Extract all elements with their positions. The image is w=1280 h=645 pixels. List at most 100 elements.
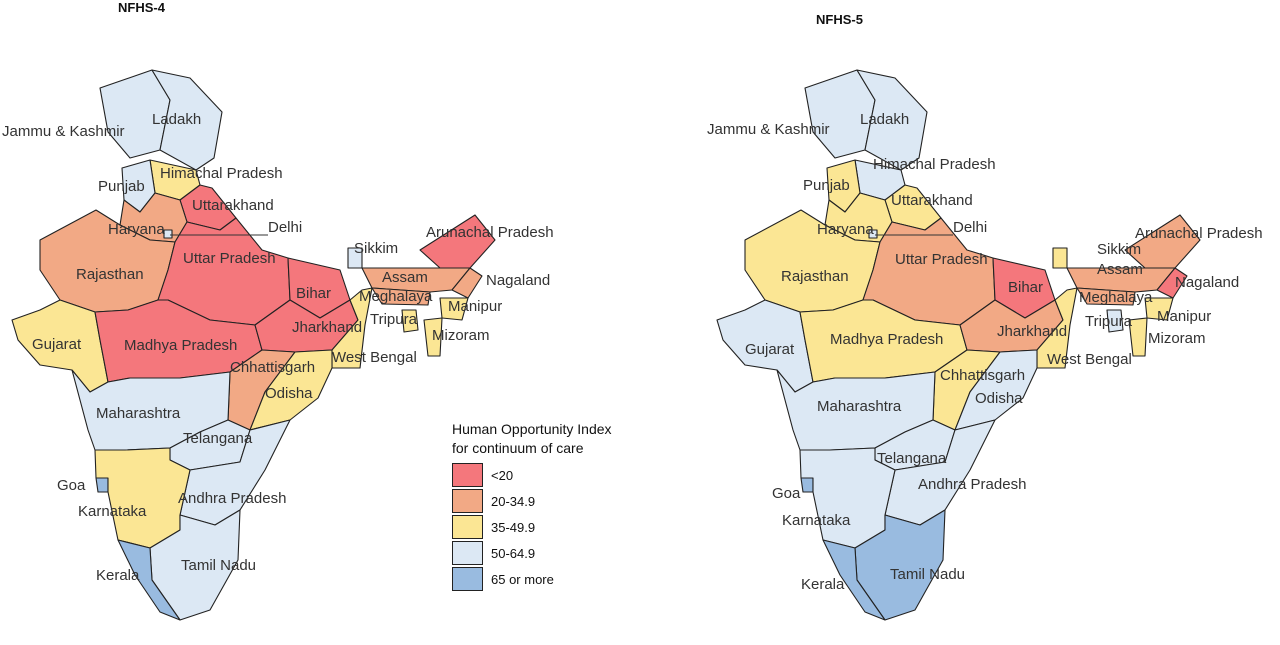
- label-manipur: Manipur: [1157, 308, 1211, 325]
- label-raj: Rajasthan: [76, 266, 144, 283]
- label-karnataka: Karnataka: [78, 503, 147, 520]
- label-punjab: Punjab: [98, 178, 145, 195]
- legend-item: <20: [452, 462, 642, 488]
- legend-label: 35-49.9: [491, 519, 536, 535]
- legend-swatch: [452, 541, 483, 565]
- label-kerala: Kerala: [801, 576, 845, 593]
- region-manipur: [1144, 297, 1174, 321]
- region-tripura: [401, 309, 419, 333]
- legend-swatch: [452, 463, 483, 487]
- label-maha: Maharashtra: [817, 398, 902, 415]
- legend-swatch: [452, 567, 483, 591]
- label-delhi: Delhi: [268, 219, 302, 236]
- label-uk: Uttarakhand: [891, 192, 973, 209]
- label-wb: West Bengal: [1047, 351, 1132, 368]
- label-delhi: Delhi: [953, 219, 987, 236]
- label-ladakh: Ladakh: [152, 111, 201, 128]
- label-odisha: Odisha: [265, 385, 313, 402]
- label-hp: Himachal Pradesh: [160, 165, 283, 182]
- region-goa: [95, 477, 109, 493]
- label-telangana: Telangana: [183, 430, 253, 447]
- label-meghalaya: Meghalaya: [1079, 289, 1153, 306]
- legend-item: 20-34.9: [452, 488, 642, 514]
- legend-item: 65 or more: [452, 566, 642, 592]
- label-nagaland: Nagaland: [486, 272, 550, 289]
- label-chh: Chhattisgarh: [230, 359, 315, 376]
- region-meghalaya: [371, 287, 431, 306]
- label-jharkhand: Jharkhand: [997, 323, 1067, 340]
- label-mizoram: Mizoram: [432, 327, 490, 344]
- label-ladakh: Ladakh: [860, 111, 909, 128]
- region-nagaland: [451, 267, 483, 299]
- label-meghalaya: Meghalaya: [359, 288, 433, 305]
- label-assam: Assam: [1097, 261, 1143, 278]
- label-sikkim: Sikkim: [1097, 241, 1141, 258]
- label-hp: Himachal Pradesh: [873, 156, 996, 173]
- region-sikkim: [1052, 247, 1068, 269]
- legend-item: 35-49.9: [452, 514, 642, 540]
- legend-swatch: [452, 489, 483, 513]
- legend-label: 20-34.9: [491, 493, 536, 509]
- region-mizoram: [1128, 317, 1148, 357]
- label-bihar: Bihar: [1008, 279, 1043, 296]
- region-manipur: [439, 297, 469, 321]
- map-title-nfhs4: NFHS-4: [118, 0, 165, 15]
- label-wb: West Bengal: [332, 349, 417, 366]
- label-bihar: Bihar: [296, 285, 331, 302]
- label-up: Uttar Pradesh: [183, 250, 276, 267]
- legend-swatch: [452, 515, 483, 539]
- label-uk: Uttarakhand: [192, 197, 274, 214]
- region-nagaland: [1156, 267, 1188, 299]
- label-sikkim: Sikkim: [354, 240, 398, 257]
- region-ladakh: [856, 69, 928, 171]
- region-delhi: [163, 229, 173, 239]
- legend-item: 50-64.9: [452, 540, 642, 566]
- region-kerala: [117, 539, 181, 621]
- label-tripura: Tripura: [1085, 313, 1133, 330]
- map-nfhs5: Jammu & Kashmir Ladakh Himachal Pradesh Pun…: [707, 69, 1263, 621]
- label-punjab: Punjab: [803, 177, 850, 194]
- map-nfhs4: Jammu & Kashmir Ladakh Himachal Pradesh Pun…: [2, 69, 554, 621]
- legend: Human Opportunity Index for continuum of…: [452, 420, 642, 592]
- label-tn: Tamil Nadu: [181, 557, 256, 574]
- region-delhi: [868, 229, 878, 239]
- label-tripura: Tripura: [370, 311, 418, 328]
- label-nagaland: Nagaland: [1175, 274, 1239, 291]
- label-mp: Madhya Pradesh: [830, 331, 943, 348]
- region-tripura: [1106, 309, 1124, 333]
- region-wb: [331, 287, 373, 369]
- region-tn: [854, 509, 946, 621]
- region-ladakh: [151, 69, 223, 171]
- legend-label: 65 or more: [491, 571, 554, 587]
- legend-title: Human Opportunity Index for continuum of…: [452, 420, 642, 458]
- label-mizoram: Mizoram: [1148, 330, 1206, 347]
- region-wb: [1036, 287, 1078, 369]
- region-tn: [149, 509, 241, 621]
- label-arunachal: Arunachal Pradesh: [1135, 225, 1263, 242]
- label-ap: Andhra Pradesh: [918, 476, 1026, 493]
- label-gujarat: Gujarat: [745, 341, 795, 358]
- legend-title-line-2: for continuum of care: [452, 440, 584, 456]
- label-maha: Maharashtra: [96, 405, 181, 422]
- label-arunachal: Arunachal Pradesh: [426, 224, 554, 241]
- legend-label: 50-64.9: [491, 545, 536, 561]
- region-mizoram: [423, 317, 443, 357]
- region-arunachal: [1124, 214, 1201, 269]
- label-tn: Tamil Nadu: [890, 566, 965, 583]
- label-ap: Andhra Pradesh: [178, 490, 286, 507]
- label-gujarat: Gujarat: [32, 336, 82, 353]
- label-goa: Goa: [772, 485, 801, 502]
- label-manipur: Manipur: [448, 298, 502, 315]
- label-raj: Rajasthan: [781, 268, 849, 285]
- label-karnataka: Karnataka: [782, 512, 851, 529]
- label-chh: Chhattisgarh: [940, 367, 1025, 384]
- label-odisha: Odisha: [975, 390, 1023, 407]
- label-mp: Madhya Pradesh: [124, 337, 237, 354]
- label-jharkhand: Jharkhand: [292, 319, 362, 336]
- legend-title-line-1: Human Opportunity Index: [452, 421, 612, 437]
- label-haryana: Haryana: [817, 221, 874, 238]
- region-goa: [800, 477, 814, 493]
- label-goa: Goa: [57, 477, 86, 494]
- label-jk: Jammu & Kashmir: [2, 123, 125, 140]
